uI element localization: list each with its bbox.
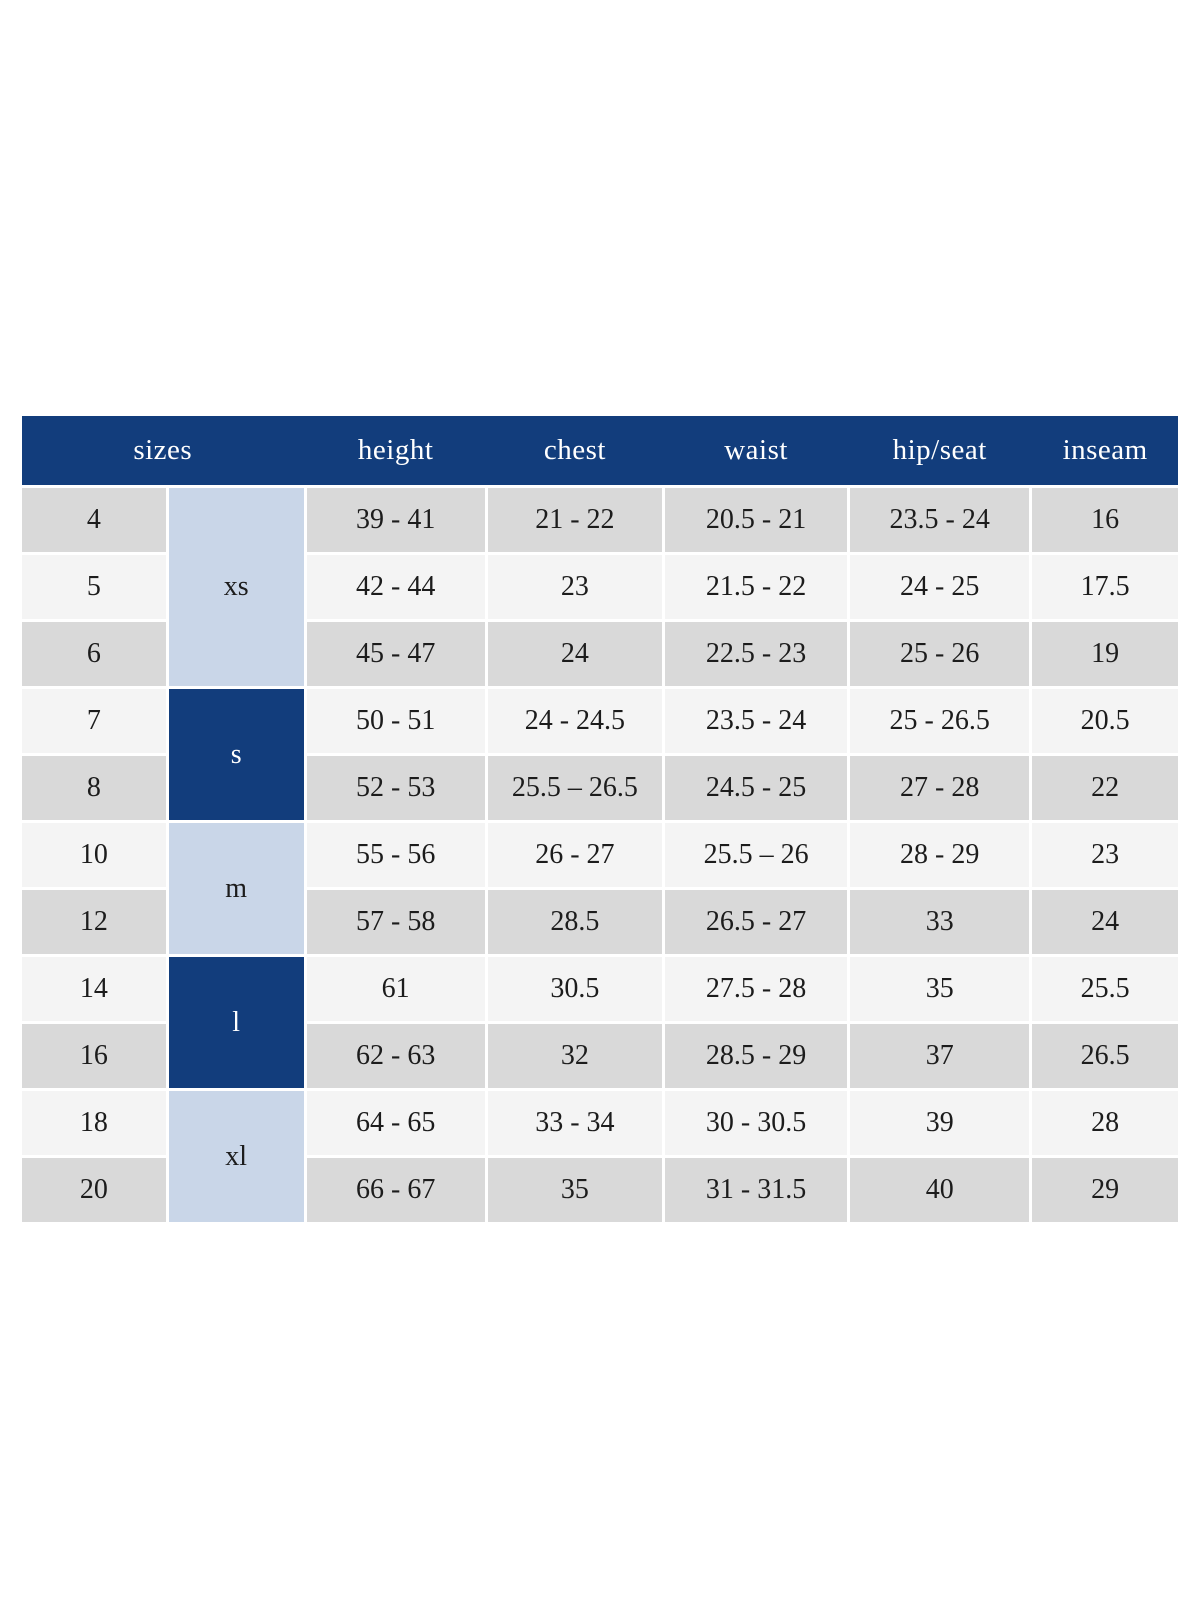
- header-inseam: inseam: [1062, 434, 1148, 466]
- size-group-xs: xs: [168, 488, 304, 686]
- hip-seat-cell: 23.5 - 24: [850, 488, 1030, 552]
- header-height: height: [357, 434, 434, 466]
- height-cell: 64 - 65: [306, 1091, 485, 1155]
- size-cell: 10: [22, 823, 166, 887]
- waist-cell: 20.5 - 21: [665, 488, 848, 552]
- inseam-cell: 26.5: [1032, 1024, 1178, 1088]
- size-chart-table: sizes height chest waist hip/seat inseam…: [22, 416, 1178, 1222]
- size-cell: 7: [22, 689, 166, 753]
- inseam-cell: 16: [1032, 488, 1178, 552]
- chest-cell: 33 - 34: [487, 1091, 663, 1155]
- size-cell: 5: [22, 555, 166, 619]
- header-sizes: sizes: [133, 434, 193, 466]
- inseam-cell: 22: [1032, 756, 1178, 820]
- chest-cell: 30.5: [487, 957, 663, 1021]
- size-cell: 8: [22, 756, 166, 820]
- hip-seat-cell: 25 - 26.5: [850, 689, 1030, 753]
- waist-cell: 22.5 - 23: [665, 622, 848, 686]
- height-cell: 39 - 41: [306, 488, 485, 552]
- size-cell: 16: [22, 1024, 166, 1088]
- height-cell: 62 - 63: [306, 1024, 485, 1088]
- size-cell: 4: [22, 488, 166, 552]
- size-cell: 6: [22, 622, 166, 686]
- table-body: xs s m l xl 4 39 - 41 21 - 22 20.5 - 21 …: [22, 488, 1178, 1222]
- height-cell: 42 - 44: [306, 555, 485, 619]
- chest-cell: 28.5: [487, 890, 663, 954]
- waist-cell: 28.5 - 29: [665, 1024, 848, 1088]
- chest-cell: 24 - 24.5: [487, 689, 663, 753]
- hip-seat-cell: 28 - 29: [850, 823, 1030, 887]
- waist-cell: 21.5 - 22: [665, 555, 848, 619]
- chest-cell: 32: [487, 1024, 663, 1088]
- inseam-cell: 19: [1032, 622, 1178, 686]
- inseam-cell: 24: [1032, 890, 1178, 954]
- inseam-cell: 29: [1032, 1158, 1178, 1222]
- size-group-m: m: [168, 823, 304, 954]
- inseam-cell: 25.5: [1032, 957, 1178, 1021]
- size-group-s: s: [168, 689, 304, 820]
- chest-cell: 21 - 22: [487, 488, 663, 552]
- inseam-cell: 28: [1032, 1091, 1178, 1155]
- hip-seat-cell: 25 - 26: [850, 622, 1030, 686]
- hip-seat-cell: 39: [850, 1091, 1030, 1155]
- height-cell: 57 - 58: [306, 890, 485, 954]
- hip-seat-cell: 33: [850, 890, 1030, 954]
- size-group-l: l: [168, 957, 304, 1088]
- inseam-cell: 23: [1032, 823, 1178, 887]
- hip-seat-cell: 37: [850, 1024, 1030, 1088]
- header-waist: waist: [724, 434, 788, 466]
- height-cell: 66 - 67: [306, 1158, 485, 1222]
- inseam-cell: 20.5: [1032, 689, 1178, 753]
- waist-cell: 26.5 - 27: [665, 890, 848, 954]
- waist-cell: 25.5 – 26: [665, 823, 848, 887]
- waist-cell: 31 - 31.5: [665, 1158, 848, 1222]
- height-cell: 55 - 56: [306, 823, 485, 887]
- chest-cell: 25.5 – 26.5: [487, 756, 663, 820]
- chest-cell: 24: [487, 622, 663, 686]
- table-header-row: sizes height chest waist hip/seat inseam: [22, 416, 1178, 485]
- header-chest: chest: [543, 434, 606, 466]
- waist-cell: 30 - 30.5: [665, 1091, 848, 1155]
- chest-cell: 35: [487, 1158, 663, 1222]
- waist-cell: 27.5 - 28: [665, 957, 848, 1021]
- size-group-xl: xl: [168, 1091, 304, 1222]
- chest-cell: 23: [487, 555, 663, 619]
- hip-seat-cell: 24 - 25: [850, 555, 1030, 619]
- height-cell: 61: [306, 957, 485, 1021]
- size-cell: 14: [22, 957, 166, 1021]
- chest-cell: 26 - 27: [487, 823, 663, 887]
- hip-seat-cell: 40: [850, 1158, 1030, 1222]
- inseam-cell: 17.5: [1032, 555, 1178, 619]
- height-cell: 45 - 47: [306, 622, 485, 686]
- waist-cell: 23.5 - 24: [665, 689, 848, 753]
- size-cell: 12: [22, 890, 166, 954]
- height-cell: 52 - 53: [306, 756, 485, 820]
- header-hip-seat: hip/seat: [892, 434, 987, 466]
- hip-seat-cell: 27 - 28: [850, 756, 1030, 820]
- hip-seat-cell: 35: [850, 957, 1030, 1021]
- waist-cell: 24.5 - 25: [665, 756, 848, 820]
- size-cell: 18: [22, 1091, 166, 1155]
- height-cell: 50 - 51: [306, 689, 485, 753]
- size-cell: 20: [22, 1158, 166, 1222]
